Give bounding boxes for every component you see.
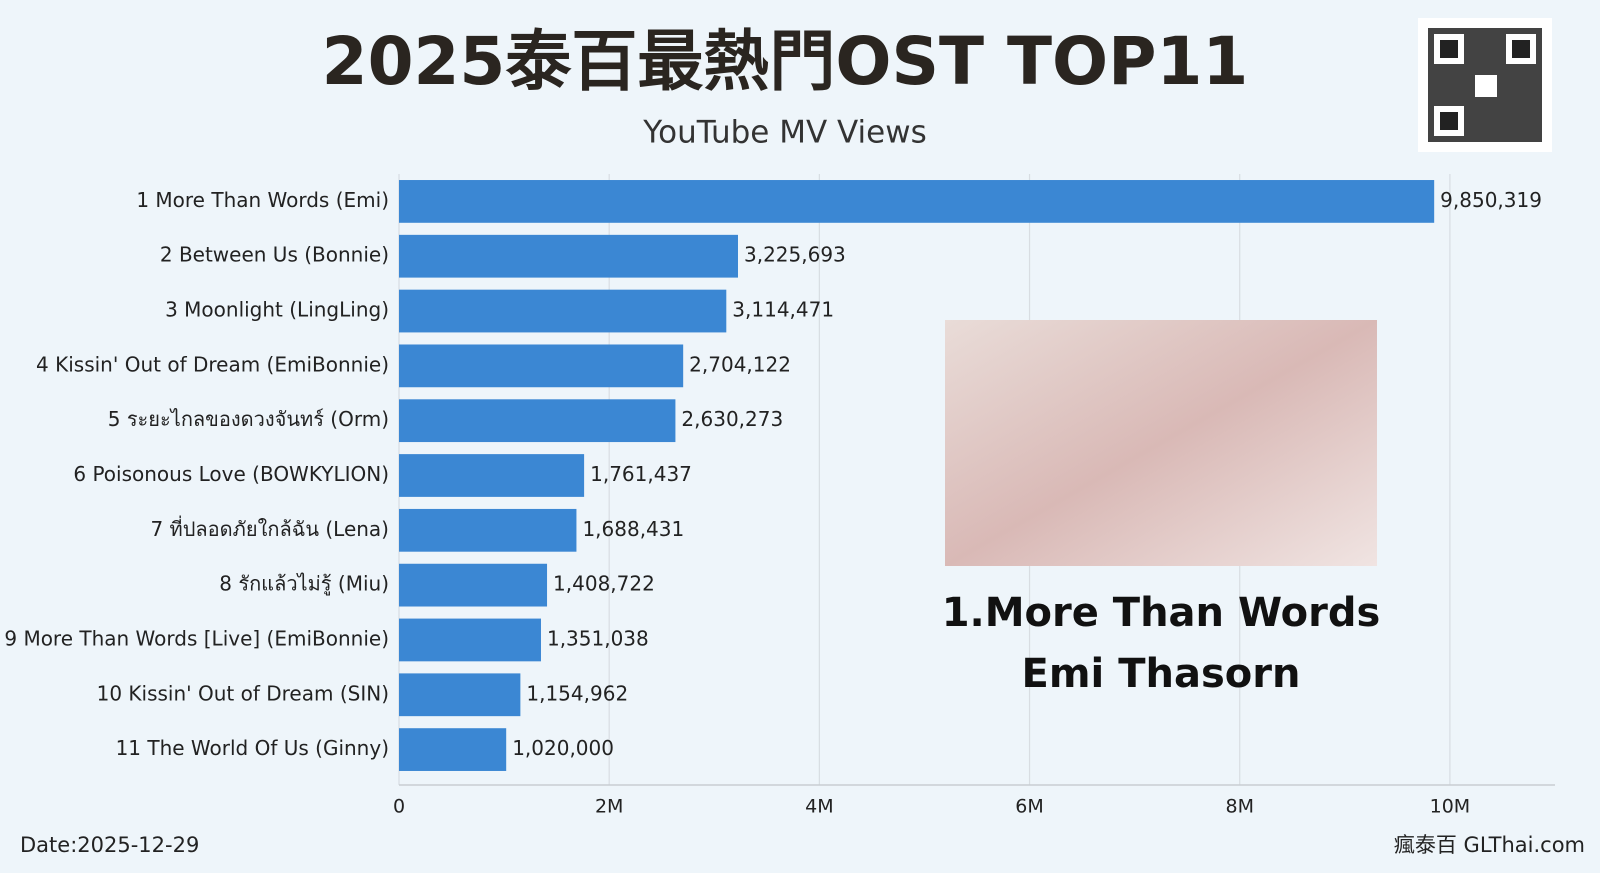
y-tick-label: 7 ที่ปลอดภัยใกล้ฉัน (Lena) [150,515,389,541]
x-tick-label: 2M [595,796,623,818]
value-label: 2,704,122 [689,352,791,376]
highlight-title: 1.More Than Words [942,590,1381,636]
bar [399,399,676,443]
date: Date:2025-12-29 [20,833,199,857]
value-label: 3,114,471 [732,298,834,322]
y-tick-label: 9 More Than Words [Live] (EmiBonnie) [4,626,389,650]
x-tick-label: 4M [805,796,833,818]
y-tick-label: 2 Between Us (Bonnie) [160,243,389,267]
y-tick-label: 8 รักแล้วไม่รู้ (Miu) [219,572,389,597]
y-tick-label: 5 ระยะไกลของดวงจันทร์ (Orm) [108,407,389,431]
bar [399,618,541,662]
bar [399,344,684,388]
y-tick-label: 11 The World Of Us (Ginny) [116,736,389,760]
value-label: 9,850,319 [1440,188,1542,212]
chart-subtitle: YouTube MV Views [642,115,926,151]
value-label: 1,351,038 [547,626,649,650]
x-tick-label: 8M [1225,796,1253,818]
x-tick-label: 6M [1015,796,1043,818]
value-label: 1,020,000 [512,736,614,760]
y-tick-label: 6 Poisonous Love (BOWKYLION) [73,462,389,486]
value-label: 1,408,722 [553,572,655,596]
bar [399,289,727,333]
bar [399,673,521,717]
value-label: 3,225,693 [744,243,846,267]
cover-image [945,320,1377,566]
value-label: 1,688,431 [582,517,684,541]
bar [399,508,577,552]
bar [399,563,548,607]
x-tick-label: 10M [1430,796,1471,818]
bar [399,180,1435,223]
y-tick-label: 3 Moonlight (LingLing) [165,298,389,322]
qr-code [1418,18,1552,152]
value-label: 1,761,437 [590,462,692,486]
source: 瘋泰百 GLThai.com [1394,833,1585,857]
bar [399,728,507,771]
y-tick-label: 4 Kissin' Out of Dream (EmiBonnie) [36,352,389,376]
value-label: 1,154,962 [526,681,628,705]
bar [399,454,585,497]
x-tick-label: 0 [393,796,405,818]
y-tick-label: 1 More Than Words (Emi) [136,188,389,212]
chart-title: 2025泰百最熱門OST TOP11 [322,23,1249,100]
value-label: 2,630,273 [681,407,783,431]
highlight-artist: Emi Thasorn [1022,651,1301,697]
bar [399,234,738,278]
y-tick-label: 10 Kissin' Out of Dream (SIN) [97,681,389,705]
